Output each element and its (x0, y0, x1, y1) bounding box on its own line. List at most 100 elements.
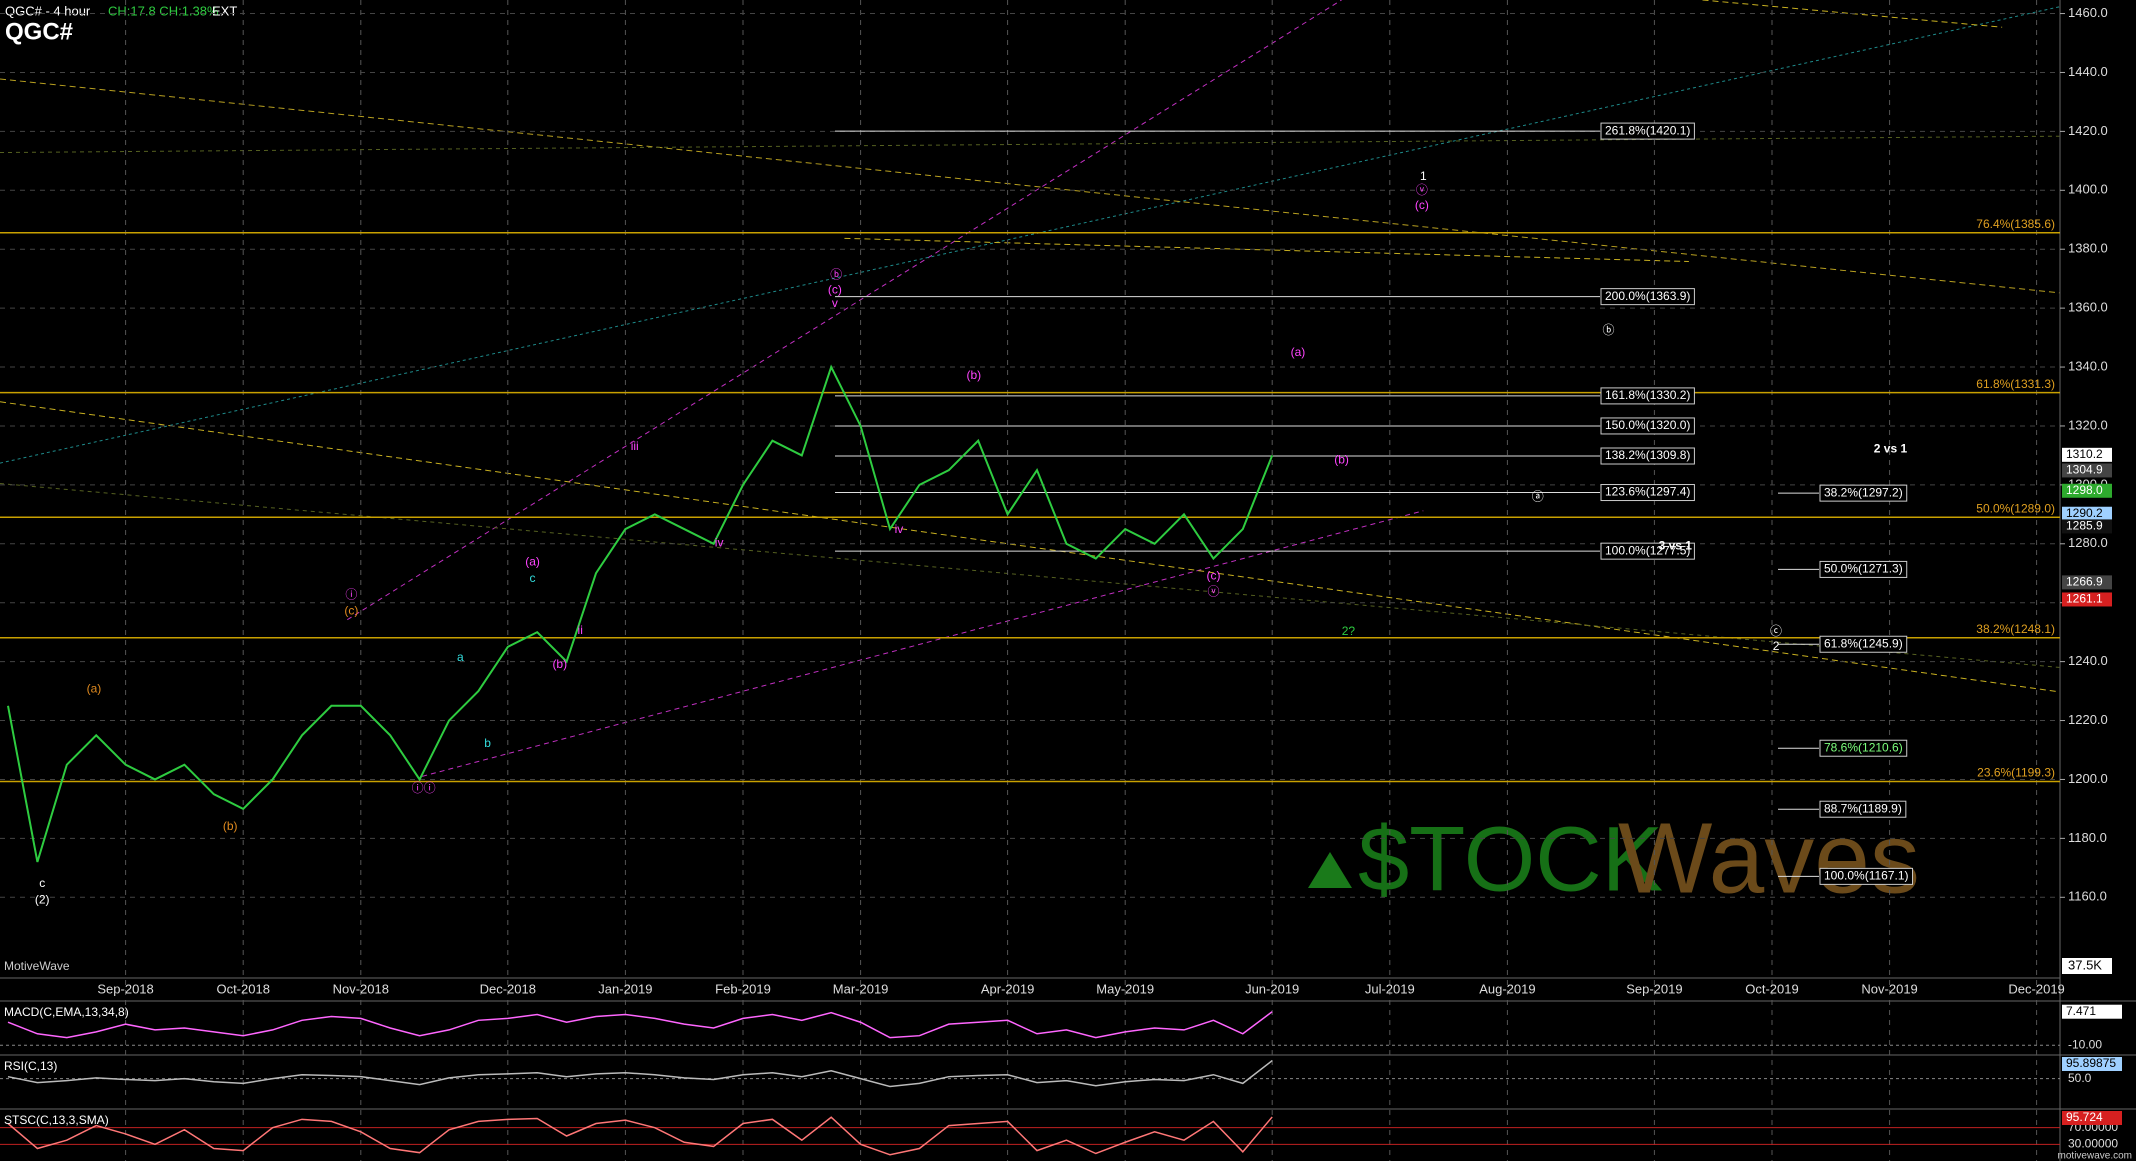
x-tick-label: Oct-2018 (216, 981, 269, 996)
y-tick-label: 1280.0 (2068, 535, 2108, 550)
key-level-label: 23.6%(1199.3) (1977, 766, 2055, 780)
fib-label: 100.0%(1277.5) (1605, 543, 1690, 557)
fib-label-box (1819, 484, 1908, 502)
indicator-value: 95.724 (2066, 1110, 2103, 1124)
indicator-value-box (2062, 1057, 2122, 1071)
fib-label: 61.8%(1245.9) (1824, 636, 1903, 650)
fib-label-box (1819, 800, 1907, 818)
x-tick-label: Feb-2019 (715, 981, 771, 996)
trend-line (0, 402, 2059, 692)
fib-label-box (1819, 560, 1908, 578)
price-marker-label: 1261.1 (2066, 592, 2103, 606)
x-tick-label: Dec-2019 (2008, 981, 2064, 996)
price-marker-label: 1285.9 (2066, 519, 2103, 533)
fib-label: 138.2%(1309.8) (1605, 448, 1690, 462)
wave-label: ⓥ (1208, 585, 1220, 599)
fib-label-box (1819, 635, 1908, 653)
trend-line (0, 79, 2059, 293)
indicator-line (7, 1059, 1273, 1088)
price-marker-label: 1266.9 (2066, 575, 2103, 589)
wave-label: ⓥ (1416, 183, 1428, 197)
y-tick-label: 1420.0 (2068, 123, 2108, 138)
x-tick-label: Jan-2019 (598, 981, 652, 996)
indicator-value-box (2062, 1111, 2122, 1125)
wave-label: 1 (1420, 169, 1427, 183)
watermark-text: $TOCK (1358, 808, 1663, 910)
fib-label-box (1819, 867, 1914, 885)
fib-label-box (1600, 484, 1695, 502)
fib-label: 150.0%(1320.0) (1605, 418, 1690, 432)
indicator-line (7, 1011, 1273, 1039)
price-marker (2062, 519, 2112, 534)
fib-label-box (1600, 288, 1695, 306)
note: 2 vs 1 (1874, 442, 1908, 456)
price-marker (2062, 506, 2112, 521)
header-stats: CH:17.8 CH:1.38% (108, 3, 219, 18)
y-tick-label: 1460.0 (2068, 5, 2108, 20)
fib-label: 50.0%(1271.3) (1824, 562, 1903, 576)
fib-label-box (1600, 387, 1695, 405)
price-marker (2062, 447, 2112, 462)
subtitle: QGC# - 4 hour (5, 3, 91, 18)
x-tick-label: Jun-2019 (1245, 981, 1299, 996)
wave-label: ⓑ (1603, 323, 1615, 337)
wave-label: iv (715, 536, 724, 550)
y-tick-label: 1200.0 (2068, 771, 2108, 786)
wave-label: ⓒ (1770, 624, 1782, 638)
wave-label: ⓑ (830, 267, 842, 281)
key-level-label: 61.8%(1331.3) (1976, 377, 2055, 391)
trend-line (347, 0, 1341, 620)
price-marker (2062, 592, 2112, 607)
wave-label: (c) (344, 604, 358, 618)
y-tick-label: 1220.0 (2068, 712, 2108, 727)
y-tick-label: 1240.0 (2068, 653, 2108, 668)
indicator-line (7, 1116, 1273, 1156)
x-tick-label: Jul-2019 (1365, 981, 1415, 996)
wave-label: 2? (1342, 624, 1356, 638)
wave-label: (b) (223, 819, 238, 833)
fib-label: 200.0%(1363.9) (1605, 289, 1690, 303)
x-tick-label: Sep-2019 (1626, 981, 1682, 996)
price-marker-label: 1310.2 (2066, 447, 2103, 461)
y-tick-label: 1440.0 (2068, 64, 2108, 79)
volume-box (2062, 958, 2112, 974)
trend-line (422, 511, 1423, 777)
trend-line (844, 238, 1688, 261)
fib-label: 161.8%(1330.2) (1605, 388, 1690, 402)
fib-label-box (1819, 739, 1908, 757)
wave-label: (2) (35, 892, 50, 906)
fib-label-box (1600, 417, 1695, 435)
x-tick-label: Oct-2019 (1745, 981, 1798, 996)
wave-label: b (484, 736, 491, 750)
chart-title: QGC# (5, 18, 73, 45)
wave-label: c (530, 571, 536, 585)
x-tick-label: Mar-2019 (833, 981, 889, 996)
volume-label: 37.5K (2068, 957, 2102, 972)
y-tick-label: 1320.0 (2068, 417, 2108, 432)
watermark-text: Waves (1618, 802, 1920, 914)
x-tick-label: Nov-2018 (333, 981, 389, 996)
price-marker-label: 1304.9 (2066, 463, 2103, 477)
wave-label: ⓘⓘ (412, 781, 436, 795)
note: 3 vs 1 (1659, 538, 1693, 552)
fib-label-box (1600, 542, 1695, 560)
y-tick-label: 1400.0 (2068, 182, 2108, 197)
wave-label: (b) (552, 657, 567, 671)
fib-label: 78.6%(1210.6) (1824, 740, 1903, 754)
x-tick-label: Dec-2018 (480, 981, 536, 996)
x-tick-label: Sep-2018 (97, 981, 153, 996)
fib-label-box (1600, 447, 1695, 465)
fib-label: 38.2%(1297.2) (1824, 485, 1903, 499)
wave-label: (c) (828, 282, 842, 296)
trend-lines (0, 0, 2059, 776)
key-level-label: 38.2%(1248.1) (1976, 622, 2055, 636)
x-tick-label: Nov-2019 (1861, 981, 1917, 996)
key-level-label: 50.0%(1289.0) (1976, 501, 2055, 515)
y-tick-label: 1380.0 (2068, 241, 2108, 256)
fib-label-box (1600, 122, 1695, 140)
price-line (7, 364, 1274, 863)
price-marker (2062, 483, 2112, 498)
wave-label: v (832, 296, 838, 310)
fib-label: 261.8%(1420.1) (1605, 123, 1690, 137)
